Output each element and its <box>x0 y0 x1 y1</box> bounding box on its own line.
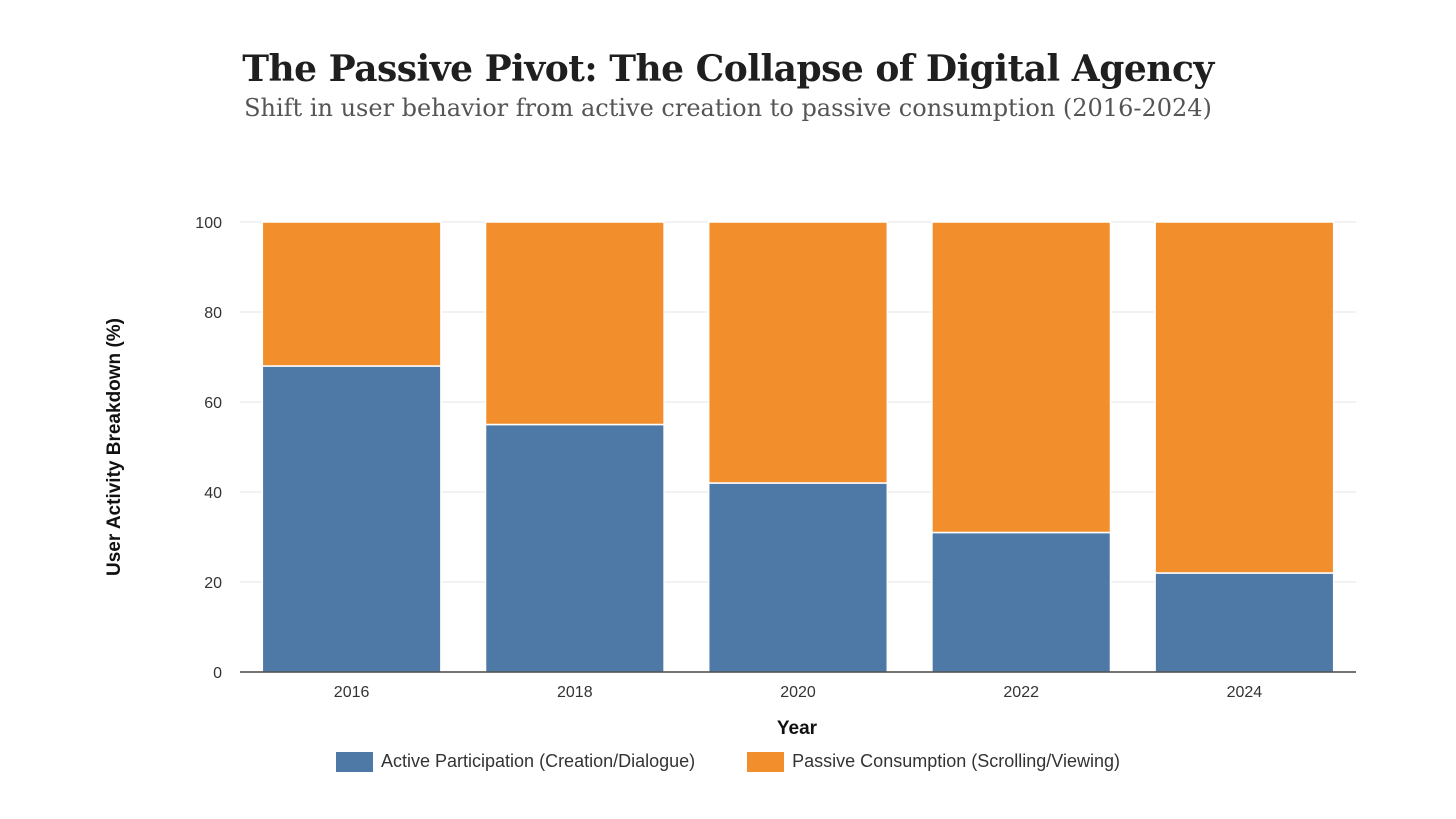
bar-active-2022[interactable] <box>931 531 1112 673</box>
legend-item-active[interactable]: Active Participation (Creation/Dialogue) <box>336 751 695 772</box>
legend-swatch-passive <box>747 751 785 772</box>
bar-passive-2024[interactable] <box>1154 221 1335 574</box>
bar-passive-2018[interactable] <box>484 221 665 426</box>
x-tick-label: 2024 <box>1227 684 1263 701</box>
chart-title: The Passive Pivot: The Collapse of Digit… <box>242 48 1214 90</box>
bar-passive-2022[interactable] <box>931 221 1112 534</box>
bar-passive-2016[interactable] <box>261 221 442 367</box>
bar-active-2020[interactable] <box>707 482 889 673</box>
chart-subtitle: Shift in user behavior from active creat… <box>244 94 1212 122</box>
x-tick-label: 2022 <box>1003 684 1039 701</box>
y-tick-label: 100 <box>195 215 222 232</box>
x-tick-label: 2016 <box>334 684 370 701</box>
legend-label-passive: Passive Consumption (Scrolling/Viewing) <box>792 751 1120 771</box>
x-axis-title: Year <box>777 718 818 739</box>
x-tick-label: 2018 <box>557 684 593 701</box>
y-axis-title: User Activity Breakdown (%) <box>104 318 125 576</box>
legend-item-passive[interactable]: Passive Consumption (Scrolling/Viewing) <box>747 751 1120 772</box>
bar-passive-2020[interactable] <box>707 221 889 484</box>
y-tick-label: 20 <box>204 575 222 592</box>
legend: Active Participation (Creation/Dialogue)… <box>0 751 1456 772</box>
y-tick-label: 80 <box>204 305 222 322</box>
x-tick-label: 2020 <box>780 684 816 701</box>
legend-swatch-active <box>336 751 373 772</box>
bar-active-2024[interactable] <box>1154 572 1335 673</box>
y-tick-label: 0 <box>213 665 222 682</box>
bar-active-2018[interactable] <box>484 423 665 673</box>
y-tick-label: 40 <box>204 485 222 502</box>
legend-label-active: Active Participation (Creation/Dialogue) <box>381 751 696 771</box>
y-tick-label: 60 <box>204 395 222 412</box>
bar-active-2016[interactable] <box>261 365 442 673</box>
